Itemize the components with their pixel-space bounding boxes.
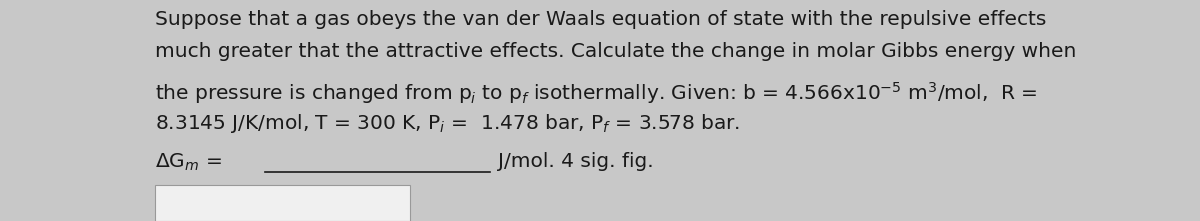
Text: Suppose that a gas obeys the van der Waals equation of state with the repulsive : Suppose that a gas obeys the van der Waa… [155,10,1046,29]
Text: J/mol. 4 sig. fig.: J/mol. 4 sig. fig. [498,152,654,171]
Text: $\Delta$G$_m$ =: $\Delta$G$_m$ = [155,152,222,173]
Text: the pressure is changed from p$_i$ to p$_f$ isothermally. Given: b = 4.566x10$^{: the pressure is changed from p$_i$ to p$… [155,80,1038,106]
Text: much greater that the attractive effects. Calculate the change in molar Gibbs en: much greater that the attractive effects… [155,42,1076,61]
Text: 8.3145 J/K/mol, T = 300 K, P$_i$ =  1.478 bar, P$_f$ = 3.578 bar.: 8.3145 J/K/mol, T = 300 K, P$_i$ = 1.478… [155,112,740,135]
